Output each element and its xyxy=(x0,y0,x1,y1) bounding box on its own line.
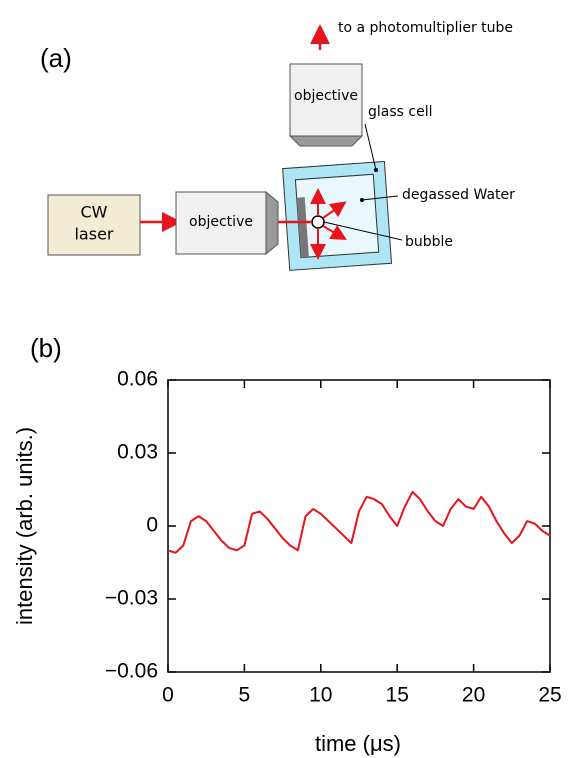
diagram: (a) to a photomultiplier tube objective … xyxy=(40,20,515,271)
objective-label: objective xyxy=(294,88,358,104)
scatter-arrows xyxy=(310,188,347,260)
glass-cell-label: glass cell xyxy=(368,104,432,120)
bubble xyxy=(311,215,325,229)
chart: (b) time (μs) intensity (arb. units.) −0… xyxy=(12,333,562,756)
y-tick-label: 0 xyxy=(146,514,158,537)
laser-label: CW xyxy=(81,203,108,222)
x-tick-label: 25 xyxy=(538,684,561,707)
dot xyxy=(374,168,378,172)
leader xyxy=(323,221,403,241)
plot-frame xyxy=(167,379,551,673)
data-line xyxy=(167,490,551,554)
y-tick-label: −0.06 xyxy=(105,660,158,683)
cell-wall xyxy=(296,197,309,258)
y-tick-label: 0.03 xyxy=(117,441,158,464)
leader xyxy=(361,195,399,201)
water-label: degassed Water xyxy=(402,187,515,203)
bubble-label: bubble xyxy=(405,234,453,250)
x-axis-label: time (μs) xyxy=(315,731,401,756)
x-tick-label: 10 xyxy=(309,684,332,707)
y-axis-label: intensity (arb. units.) xyxy=(12,427,37,625)
objective-label: objective xyxy=(189,214,253,230)
panel-label: (b) xyxy=(30,333,62,363)
x-tick-label: 5 xyxy=(239,684,251,707)
glass-cell xyxy=(282,160,393,271)
y-tick-label: −0.03 xyxy=(105,587,158,610)
laser-box xyxy=(47,194,141,256)
objective-tip xyxy=(288,135,364,147)
objective-tip xyxy=(265,190,279,256)
x-tick-label: 20 xyxy=(462,684,485,707)
x-tick-label: 15 xyxy=(386,684,409,707)
panel-label: (a) xyxy=(40,43,72,73)
destination-label: to a photomultiplier tube xyxy=(338,20,513,36)
y-tick-label: 0.06 xyxy=(117,368,158,391)
x-tick-label: 0 xyxy=(162,684,174,707)
leader xyxy=(364,123,377,171)
dot xyxy=(360,198,364,202)
laser-label: laser xyxy=(74,225,113,244)
objective-left xyxy=(175,191,267,255)
